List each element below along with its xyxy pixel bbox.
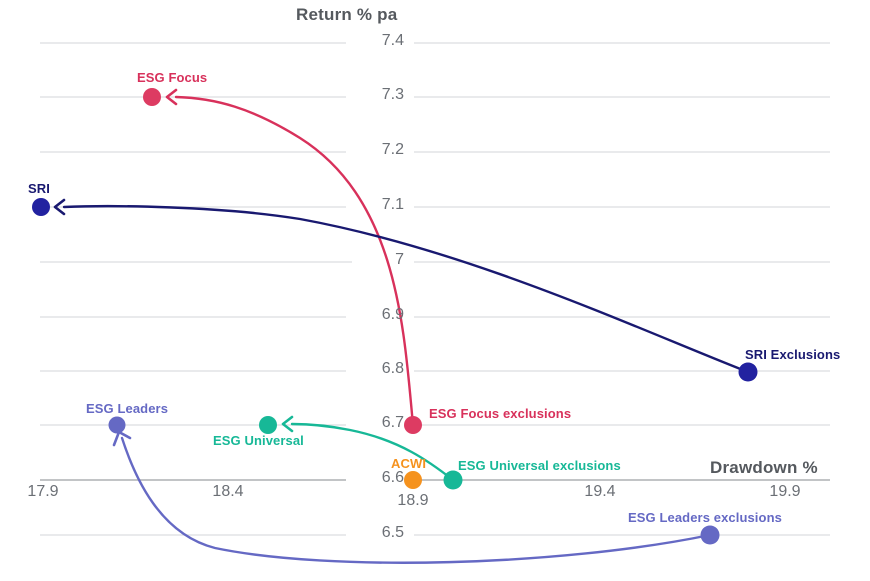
point-label-esg-focus: ESG Focus (137, 70, 208, 85)
y-tick-6-6: 6.6 (381, 469, 404, 486)
point-label-esg-leaders-exclusions: ESG Leaders exclusions (628, 510, 782, 525)
esg-focus-arrowhead-icon (165, 88, 178, 106)
y-tick-6-9: 6.9 (381, 306, 404, 323)
x-tick-19-4: 19.4 (584, 483, 616, 500)
point-label-sri: SRI (28, 181, 50, 196)
esg-leaders-connector (120, 436, 712, 564)
point-esg-leaders-exclusions[interactable] (700, 525, 720, 545)
y-tick-7-3: 7.3 (381, 86, 404, 103)
y-tick-7-0: 7 (395, 251, 404, 268)
y-tick-7-4: 7.4 (381, 32, 404, 49)
y-tick-6-8: 6.8 (381, 360, 404, 377)
sri-arrow (53, 198, 750, 374)
point-label-esg-universal: ESG Universal (213, 433, 304, 448)
esg-universal-arrowhead-icon (281, 415, 294, 433)
y-tick-6-7: 6.7 (381, 414, 404, 431)
esg-focus-connector (174, 95, 415, 427)
y-tick-6-5: 6.5 (381, 524, 404, 541)
x-axis-title: Drawdown % (710, 458, 818, 477)
y-tick-7-1: 7.1 (381, 196, 404, 213)
esg-universal-arrow (281, 415, 455, 482)
gridlines (40, 42, 830, 536)
point-esg-universal[interactable] (259, 416, 277, 434)
x-tick-18-9: 18.9 (397, 492, 429, 509)
point-sri[interactable] (32, 198, 50, 216)
data-points (32, 88, 758, 545)
y-axis-title: Return % pa (296, 5, 398, 24)
point-label-esg-leaders: ESG Leaders (86, 401, 169, 416)
x-tick-17-9: 17.9 (27, 483, 59, 500)
point-esg-focus-exclusions[interactable] (404, 416, 422, 434)
esg-focus-arrow (165, 88, 415, 427)
point-acwi[interactable] (404, 471, 422, 489)
point-sri-exclusions[interactable] (738, 362, 758, 382)
point-esg-universal-exclusions[interactable] (443, 470, 463, 490)
point-esg-focus[interactable] (143, 88, 161, 106)
point-label-acwi: ACWI (391, 456, 427, 471)
point-label-esg-universal-exclusions: ESG Universal exclusions (458, 458, 621, 473)
x-tick-19-9: 19.9 (769, 483, 801, 500)
sri-arrowhead-icon (53, 198, 66, 216)
y-tick-7-2: 7.2 (381, 141, 404, 158)
x-tick-18-4: 18.4 (212, 483, 244, 500)
point-label-sri-exclusions: SRI Exclusions (745, 347, 841, 362)
sri-connector (62, 205, 750, 374)
point-esg-leaders[interactable] (108, 416, 126, 434)
point-label-esg-focus-exclusions: ESG Focus exclusions (429, 406, 572, 421)
esg-universal-connector (290, 422, 455, 482)
